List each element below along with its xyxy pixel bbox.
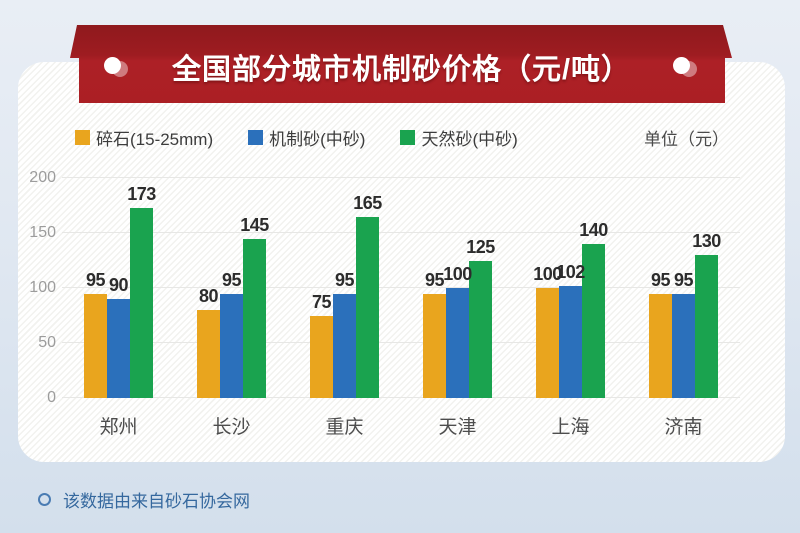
bar-group: 95 90 173 郑州 bbox=[62, 178, 175, 438]
bar-column: 140 bbox=[579, 178, 608, 398]
legend-swatch-yellow bbox=[75, 129, 90, 145]
bar-group: 100 102 140 上海 bbox=[514, 178, 627, 438]
value-label: 95 bbox=[85, 269, 106, 290]
bar bbox=[84, 293, 107, 398]
bar bbox=[559, 285, 582, 398]
value-label: 95 bbox=[650, 269, 671, 290]
value-label: 125 bbox=[466, 236, 495, 257]
bar-column: 80 bbox=[197, 178, 220, 398]
y-tick-label: 200 bbox=[29, 169, 56, 186]
gridline bbox=[62, 397, 740, 398]
bar bbox=[243, 238, 266, 398]
bar-column: 102 bbox=[556, 178, 585, 398]
value-label: 100 bbox=[533, 264, 562, 284]
source-note: 该数据由来自砂石协会网 bbox=[38, 487, 250, 512]
value-label: 102 bbox=[556, 261, 585, 282]
x-axis-label: 长沙 bbox=[212, 417, 251, 438]
bar bbox=[423, 293, 446, 398]
x-axis-label: 天津 bbox=[438, 417, 477, 438]
legend-item-crushed-stone: 碎石(15-25mm) bbox=[75, 125, 213, 150]
value-label: 95 bbox=[334, 269, 355, 290]
x-axis-label: 郑州 bbox=[99, 417, 138, 438]
bar-group: 95 95 130 济南 bbox=[627, 178, 740, 438]
plot-area: 0 50 100 150 200 95 90 173 郑州 80 95 145 长沙 75 95 165 重庆 9… bbox=[29, 169, 740, 438]
value-label: 90 bbox=[108, 275, 129, 295]
x-axis-label: 重庆 bbox=[325, 417, 364, 438]
value-label: 130 bbox=[692, 231, 721, 251]
bar-column: 100 bbox=[443, 178, 472, 398]
value-label: 145 bbox=[240, 214, 269, 235]
legend-item-natural-sand: 天然砂(中砂) bbox=[400, 125, 518, 150]
bar-column: 145 bbox=[240, 178, 269, 398]
bar-column: 125 bbox=[466, 178, 495, 398]
value-label: 140 bbox=[579, 220, 608, 240]
legend-label: 天然砂(中砂) bbox=[421, 129, 518, 149]
bar bbox=[220, 293, 243, 398]
legend-swatch-green bbox=[400, 129, 416, 145]
legend-label: 碎石(15-25mm) bbox=[96, 129, 214, 149]
bar-column: 173 bbox=[127, 178, 156, 398]
value-label: 95 bbox=[673, 269, 694, 290]
bar bbox=[356, 216, 379, 398]
gridline bbox=[62, 342, 740, 343]
value-label: 95 bbox=[424, 269, 445, 290]
gridline bbox=[62, 177, 740, 178]
value-label: 173 bbox=[127, 183, 156, 204]
bar bbox=[107, 299, 130, 398]
gridline bbox=[62, 287, 740, 288]
bar-column: 95 bbox=[649, 178, 672, 398]
legend-label: 机制砂(中砂) bbox=[269, 129, 366, 149]
value-label: 75 bbox=[311, 291, 332, 312]
y-tick-label: 100 bbox=[29, 279, 56, 296]
bar bbox=[536, 288, 559, 398]
circle-bullet-icon bbox=[38, 493, 51, 506]
legend-swatch-blue bbox=[248, 129, 264, 145]
bar-column: 75 bbox=[310, 178, 333, 398]
source-note-text: 该数据由来自砂石协会网 bbox=[63, 492, 250, 511]
y-tick-label: 150 bbox=[29, 224, 56, 241]
bar-column: 95 bbox=[333, 178, 356, 398]
bar-column: 95 bbox=[672, 178, 695, 398]
bar bbox=[695, 255, 718, 398]
bar-column: 90 bbox=[107, 178, 130, 398]
bar-column: 100 bbox=[533, 178, 562, 398]
gridline bbox=[62, 232, 740, 233]
bar bbox=[582, 244, 605, 398]
value-label: 95 bbox=[221, 269, 242, 290]
bar-column: 95 bbox=[84, 178, 107, 398]
bar bbox=[130, 207, 153, 398]
bar bbox=[310, 315, 333, 398]
page-title: 全国部分城市机制砂价格（元/吨） bbox=[171, 54, 632, 86]
bar bbox=[333, 293, 356, 398]
chart-legend: 碎石(15-25mm) 机制砂(中砂) 天然砂(中砂) 单位（元） bbox=[75, 125, 729, 150]
bar bbox=[197, 310, 220, 398]
legend-item-machine-sand: 机制砂(中砂) bbox=[248, 125, 365, 150]
bar-column: 165 bbox=[353, 178, 382, 398]
y-tick-label: 0 bbox=[47, 389, 56, 406]
value-label: 100 bbox=[443, 264, 472, 284]
bar-column: 95 bbox=[423, 178, 446, 398]
bar-column: 130 bbox=[692, 178, 721, 398]
value-label: 80 bbox=[198, 286, 219, 306]
bar-group: 75 95 165 重庆 bbox=[288, 178, 401, 438]
title-banner: 全国部分城市机制砂价格（元/吨） bbox=[70, 25, 732, 103]
y-tick-label: 50 bbox=[38, 334, 56, 351]
decorative-dot-left-icon bbox=[103, 56, 130, 78]
x-axis-label: 济南 bbox=[664, 417, 703, 438]
bar-group: 95 100 125 天津 bbox=[401, 178, 514, 438]
bar bbox=[469, 260, 492, 398]
decorative-dot-right-icon bbox=[673, 56, 699, 78]
bar-group: 80 95 145 长沙 bbox=[175, 178, 288, 438]
bar bbox=[649, 293, 672, 398]
chart-card: 碎石(15-25mm) 机制砂(中砂) 天然砂(中砂) 单位（元） 0 50 100… bbox=[18, 62, 785, 462]
bar bbox=[446, 288, 469, 398]
bar-column: 95 bbox=[220, 178, 243, 398]
value-label: 165 bbox=[353, 192, 382, 213]
unit-label: 单位（元） bbox=[644, 129, 729, 149]
x-axis-label: 上海 bbox=[551, 417, 590, 438]
bar bbox=[672, 293, 695, 398]
